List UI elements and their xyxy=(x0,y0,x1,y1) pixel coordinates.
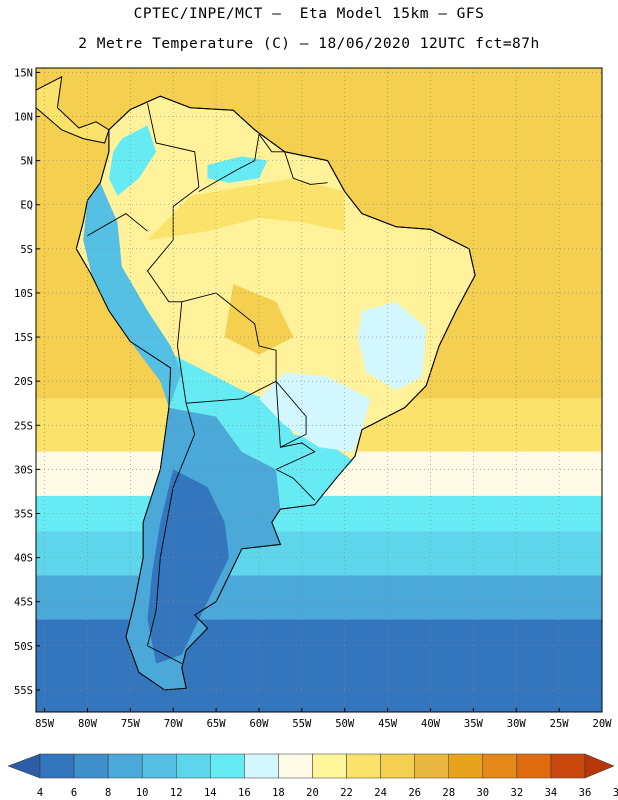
lat-label: 45S xyxy=(14,597,33,609)
longitude-labels: 85W 80W 75W 70W 65W 60W 55W 50W 45W 40W 35W 30W 25W 2… xyxy=(35,708,612,730)
colorbar-swatch-1 xyxy=(39,753,75,779)
colorbar-swatch-2 xyxy=(73,753,109,779)
colorbar-swatch-10 xyxy=(346,753,381,779)
lon-label: 30W xyxy=(507,718,527,730)
colorbar-swatch-5 xyxy=(176,753,211,779)
colorbar-label: 10 xyxy=(136,787,149,799)
ocean-band-5 xyxy=(36,575,602,620)
lon-label: 45W xyxy=(378,718,398,730)
colorbar-swatch-14 xyxy=(482,753,518,779)
lat-label: 5S xyxy=(20,244,33,256)
colorbar-label: 30 xyxy=(476,787,489,799)
country-border-8 xyxy=(275,468,316,501)
northern-amazon-warm xyxy=(147,178,345,240)
lon-label: 35W xyxy=(464,718,484,730)
lon-label: 80W xyxy=(78,718,98,730)
lon-label: 70W xyxy=(164,718,184,730)
lon-label: 55W xyxy=(292,718,312,730)
colorbar-swatch-13 xyxy=(448,753,484,779)
colorbar-swatch-15 xyxy=(516,753,552,779)
colorbar-label: 28 xyxy=(442,787,455,799)
country-border-9 xyxy=(275,442,316,470)
ocean-band-3 xyxy=(36,495,602,532)
lat-label: 25S xyxy=(14,420,33,432)
lon-label: 75W xyxy=(121,718,141,730)
ocean-band-6 xyxy=(36,619,602,712)
colorbar-left-arrow xyxy=(7,753,41,779)
colorbar-swatch-6 xyxy=(210,753,245,779)
colorbar-label: 38 xyxy=(613,787,618,799)
lon-label: 40W xyxy=(421,718,441,730)
title-line-1: CPTEC/INPE/MCT – Eta Model 15km – GFS xyxy=(133,6,485,22)
lat-label: 50S xyxy=(14,641,33,653)
lat-label: 5N xyxy=(20,156,33,168)
colorbar-label: 14 xyxy=(204,787,217,799)
title-line-2: 2 Metre Temperature (C) – 18/06/2020 12U… xyxy=(78,36,540,52)
colorbar-label: 18 xyxy=(272,787,285,799)
lat-label: 10N xyxy=(14,112,33,124)
colorbar-label: 32 xyxy=(511,787,524,799)
lat-label: 55S xyxy=(14,685,33,697)
lat-label: 20S xyxy=(14,376,33,388)
colorbar-label: 34 xyxy=(545,787,558,799)
lat-label: 30S xyxy=(14,464,33,476)
country-border-3 xyxy=(146,239,182,303)
mild-southern-brazil-region xyxy=(259,372,371,452)
colorbar-swatch-4 xyxy=(141,753,177,779)
colorbar-swatch-9 xyxy=(312,753,347,779)
lon-label: 50W xyxy=(335,718,355,730)
lon-label: 20W xyxy=(593,718,613,730)
country-border-2 xyxy=(87,213,148,236)
lat-label: 15N xyxy=(14,67,33,79)
colorbar-right-arrow xyxy=(584,753,615,779)
lat-label: 10S xyxy=(14,288,33,300)
temperature-colorbar: 4 6 8 10 12 14 16 18 20 22 24 26 28 30 32 34 36 38 xyxy=(7,753,618,799)
andes-cold-strip xyxy=(83,182,182,408)
colorbar-swatch-8 xyxy=(278,753,313,779)
colorbar-label: 8 xyxy=(105,787,111,799)
ocean-band-4 xyxy=(36,531,602,576)
country-border-10 xyxy=(284,151,328,185)
colorbar-label: 26 xyxy=(408,787,421,799)
lat-lon-gridlines xyxy=(36,68,602,712)
lat-label: 40S xyxy=(14,553,33,565)
colorbar-swatch-3 xyxy=(107,753,143,779)
colorbar-label: 16 xyxy=(238,787,251,799)
lat-label: 15S xyxy=(14,332,33,344)
colorbar-swatch-11 xyxy=(380,753,415,779)
lon-label: 65W xyxy=(207,718,227,730)
colorbar-swatch-16 xyxy=(550,753,586,779)
colorbar-label: 20 xyxy=(306,787,319,799)
colorbar-label: 22 xyxy=(340,787,353,799)
colorbar-label: 6 xyxy=(71,787,77,799)
cool-chaco-region xyxy=(168,354,354,510)
coastline xyxy=(75,95,476,691)
colorbar-label: 36 xyxy=(579,787,592,799)
brazil-highlands-mild xyxy=(357,301,427,390)
country-border-1 xyxy=(198,134,260,192)
country-border-11 xyxy=(258,133,285,153)
lat-label: EQ xyxy=(20,200,33,212)
map-frame xyxy=(35,67,603,713)
colorbar-swatch-12 xyxy=(414,753,449,779)
country-border-4 xyxy=(181,292,277,382)
colorbar-label: 12 xyxy=(170,787,183,799)
lat-label: 35S xyxy=(14,509,33,521)
colorbar-swatch-7 xyxy=(244,753,279,779)
latitude-labels: 15N 10N 5N EQ 5S 10S 15S 20S 25S 30S 35S 40S 45S 50S 5… xyxy=(14,67,40,697)
lon-label: 85W xyxy=(35,718,55,730)
lon-label: 25W xyxy=(550,718,570,730)
lon-label: 60W xyxy=(249,718,269,730)
colorbar-label: 24 xyxy=(374,787,387,799)
land-temperature-field xyxy=(36,75,476,691)
colorbar-label: 4 xyxy=(37,787,43,799)
country-border-5 xyxy=(177,301,187,404)
